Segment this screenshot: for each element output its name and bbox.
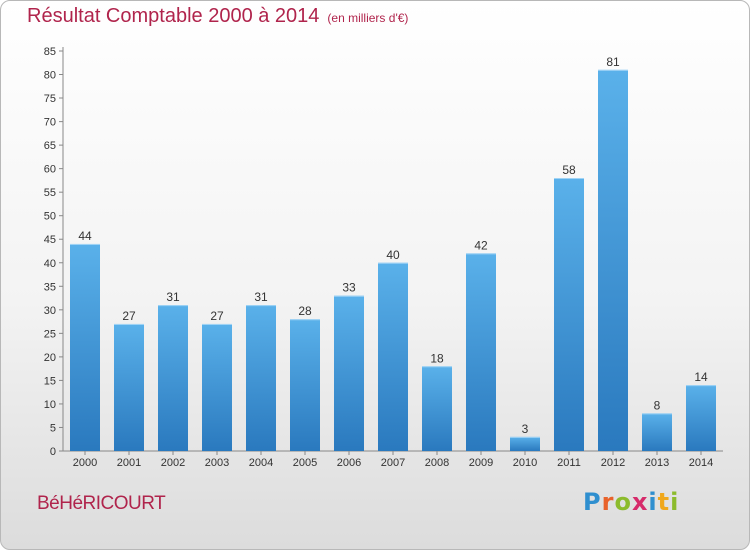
chart-title: Résultat Comptable 2000 à 2014 (en millie…	[27, 5, 408, 28]
bar	[290, 319, 320, 451]
x-tick-label: 2002	[161, 457, 185, 469]
bar-value-label: 8	[654, 398, 661, 412]
y-tick-label: 5	[50, 422, 56, 434]
logo-letter: P	[583, 488, 602, 516]
bar-value-label: 3	[522, 422, 529, 436]
bar	[158, 305, 188, 451]
bar	[642, 413, 672, 451]
x-tick-label: 2003	[205, 457, 229, 469]
logo-letter: o	[614, 488, 632, 516]
y-tick-label: 75	[44, 93, 56, 105]
bar-value-label: 27	[210, 309, 224, 323]
bar-value-label: 18	[430, 351, 444, 365]
y-tick-label: 25	[44, 328, 56, 340]
logo-letter: x	[631, 488, 649, 516]
bar-value-label: 27	[122, 309, 136, 323]
logo-letter: i	[648, 488, 658, 516]
bar	[422, 366, 452, 451]
y-tick-label: 45	[44, 234, 56, 246]
bar-value-label: 33	[342, 281, 356, 295]
bar-value-label: 40	[386, 248, 400, 262]
x-tick-label: 2006	[337, 457, 361, 469]
x-tick-label: 2000	[73, 457, 97, 469]
bar	[686, 385, 716, 451]
chart-title-text: Résultat Comptable 2000 à 2014	[27, 5, 320, 27]
commune-name: BéHéRICOURT	[37, 493, 166, 514]
bar	[378, 262, 408, 451]
bar	[202, 323, 232, 451]
y-tick-label: 50	[44, 211, 56, 223]
y-tick-label: 40	[44, 258, 56, 270]
x-tick-label: 2012	[601, 457, 625, 469]
x-tick-label: 2007	[381, 457, 405, 469]
x-tick-label: 2004	[249, 457, 273, 469]
y-tick-label: 15	[44, 375, 56, 387]
bar-value-label: 28	[298, 304, 312, 318]
logo-letter: i	[670, 488, 680, 516]
bar-value-label: 31	[166, 290, 180, 304]
bar	[554, 178, 584, 451]
y-tick-label: 0	[50, 446, 56, 458]
logo-letter: t	[657, 488, 671, 516]
x-tick-label: 2014	[689, 457, 713, 469]
proxiti-logo: Proxiti	[583, 488, 679, 516]
y-tick-label: 55	[44, 187, 56, 199]
x-tick-label: 2005	[293, 457, 317, 469]
x-tick-label: 2008	[425, 457, 449, 469]
y-tick-label: 10	[44, 399, 56, 411]
x-tick-label: 2001	[117, 457, 141, 469]
bar	[70, 243, 100, 451]
bar-value-label: 58	[562, 163, 576, 177]
bar-value-label: 81	[606, 55, 620, 69]
x-tick-label: 2013	[645, 457, 669, 469]
bar	[114, 323, 144, 451]
y-tick-label: 60	[44, 164, 56, 176]
bar	[466, 253, 496, 451]
logo-letter: r	[601, 488, 615, 516]
y-tick-label: 20	[44, 352, 56, 364]
y-tick-label: 70	[44, 117, 56, 129]
y-tick-label: 30	[44, 305, 56, 317]
x-tick-label: 2009	[469, 457, 493, 469]
x-tick-label: 2011	[557, 457, 581, 469]
bar-value-label: 31	[254, 290, 268, 304]
y-tick-label: 65	[44, 140, 56, 152]
bar	[334, 295, 364, 451]
bar	[510, 436, 540, 451]
y-tick-label: 35	[44, 281, 56, 293]
bar-value-label: 14	[694, 370, 708, 384]
chart-subtitle: (en milliers d'€)	[327, 11, 409, 25]
y-tick-label: 85	[44, 46, 56, 58]
bar	[598, 69, 628, 451]
x-tick-label: 2010	[513, 457, 537, 469]
bar-value-label: 44	[78, 229, 92, 243]
bar	[246, 305, 276, 451]
bar-value-label: 42	[474, 238, 488, 252]
y-tick-label: 80	[44, 70, 56, 82]
